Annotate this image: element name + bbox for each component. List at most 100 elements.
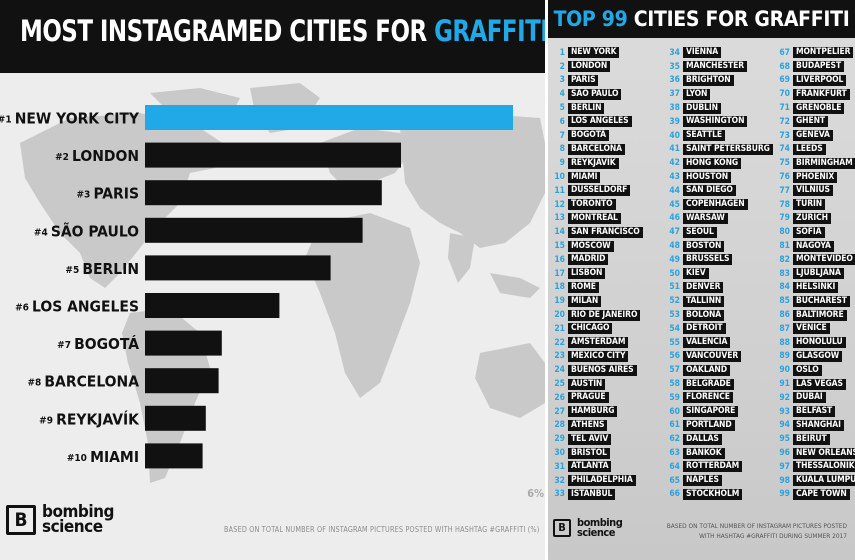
city-rank: 89 bbox=[779, 351, 790, 362]
city-name: VILNIUS bbox=[793, 185, 833, 197]
city-rank: 75 bbox=[779, 158, 790, 169]
city-row: 99 CAPE TOWN bbox=[776, 488, 855, 502]
city-rank: 62 bbox=[669, 434, 680, 445]
rank-label: #4 bbox=[34, 227, 51, 238]
city-rank: 70 bbox=[779, 89, 790, 100]
city-row: 21 CHICAGO bbox=[550, 322, 643, 336]
city-rank: 12 bbox=[554, 199, 565, 210]
bar-label-3: #3 PARIS bbox=[77, 185, 140, 203]
city-name: LYON bbox=[683, 88, 711, 100]
top99-footnote: BASED ON TOTAL NUMBER OF INSTAGRAM PICTU… bbox=[666, 522, 847, 541]
city-rank: 97 bbox=[779, 461, 790, 472]
city-row: 47 SEOUL bbox=[666, 225, 773, 239]
city-rank: 54 bbox=[669, 323, 680, 334]
city-row: 1 NEW YORK bbox=[550, 46, 643, 60]
city-rank: 59 bbox=[669, 392, 680, 403]
city-row: 4 SÃO PAULO bbox=[550, 87, 643, 101]
city-row: 23 MEXICO CITY bbox=[550, 350, 643, 364]
city-name: PHOENIX bbox=[793, 171, 838, 183]
category-label: PARIS bbox=[93, 185, 139, 203]
city-name: NAPLES bbox=[683, 475, 722, 487]
bar-label-10: #10 MIAMI bbox=[67, 448, 139, 466]
bar-chart: #1 NEW YORK CITY #2 LONDON #3 PARIS #4 SÃO … bbox=[0, 105, 544, 500]
bar-label-2: #2 LONDON bbox=[55, 147, 139, 165]
city-rank: 35 bbox=[669, 61, 680, 72]
city-rank: 43 bbox=[669, 172, 680, 183]
city-row: 96 NEW ORLEANS bbox=[776, 446, 855, 460]
city-row: 62 DALLAS bbox=[666, 432, 773, 446]
city-row: 65 NAPLES bbox=[666, 474, 773, 488]
city-name: REYKJAVÍK bbox=[568, 157, 619, 169]
city-row: 54 DETROIT bbox=[666, 322, 773, 336]
city-rank: 52 bbox=[669, 296, 680, 307]
city-name: HONOLULU bbox=[793, 337, 846, 349]
source-note: BASED ON TOTAL NUMBER OF INSTAGRAM PICTU… bbox=[223, 525, 539, 534]
city-name: THESSALONIKI bbox=[793, 461, 855, 473]
bar-label-9: #9 REYKJAVÍK bbox=[39, 409, 140, 428]
city-name: TALLINN bbox=[683, 295, 725, 307]
city-row: 53 BOLONA bbox=[666, 308, 773, 322]
city-row: 67 MONTPELIER bbox=[776, 46, 855, 60]
city-name: ISTANBUL bbox=[568, 488, 616, 500]
city-row: 45 COPENHAGEN bbox=[666, 198, 773, 212]
rank-label: #9 bbox=[39, 415, 56, 426]
city-rank: 32 bbox=[554, 475, 565, 486]
city-rank: 25 bbox=[554, 379, 565, 390]
rank-label: #1 bbox=[0, 115, 15, 126]
city-rank: 14 bbox=[554, 227, 565, 238]
city-rank: 82 bbox=[779, 254, 790, 265]
city-row: 14 SAN FRANCISCO bbox=[550, 225, 643, 239]
city-row: 75 BIRMINGHAM bbox=[776, 156, 855, 170]
city-row: 10 MIAMI bbox=[550, 170, 643, 184]
city-rank: 88 bbox=[779, 337, 790, 348]
city-name: ZURICH bbox=[793, 212, 831, 224]
city-rank: 56 bbox=[669, 351, 680, 362]
city-name: GRENOBLE bbox=[793, 102, 845, 114]
bar-2 bbox=[145, 142, 401, 168]
city-name: LEEDS bbox=[793, 143, 826, 155]
city-name: MADRID bbox=[568, 254, 609, 266]
bar-10 bbox=[145, 443, 203, 469]
city-name: SÃO PAULO bbox=[568, 88, 622, 100]
city-rank: 29 bbox=[554, 434, 565, 445]
city-row: 60 SINGAPORE bbox=[666, 405, 773, 419]
city-name: LONDON bbox=[568, 61, 611, 73]
top-99-panel: TOP 99 CITIES FOR GRAFFITI 1 NEW YORK 2 LON… bbox=[548, 0, 855, 560]
category-label: LOS ANGELES bbox=[32, 298, 139, 316]
bar-7 bbox=[145, 330, 222, 356]
city-rank: 22 bbox=[554, 337, 565, 348]
city-rank: 80 bbox=[779, 227, 790, 238]
city-name: PHILADELPHIA bbox=[568, 475, 636, 487]
city-name: COPENHAGEN bbox=[683, 199, 748, 211]
city-name: MONTREAL bbox=[568, 212, 621, 224]
city-row: 25 AUSTIN bbox=[550, 377, 643, 391]
city-row: 88 HONOLULU bbox=[776, 336, 855, 350]
city-name: MIAMI bbox=[568, 171, 601, 183]
city-name: DALLAS bbox=[683, 433, 722, 445]
category-label: BOGOTÁ bbox=[74, 334, 139, 353]
bar-8 bbox=[145, 368, 219, 394]
logo-mark-small: B bbox=[553, 518, 571, 537]
rank-label: #3 bbox=[77, 190, 94, 201]
city-row: 2 LONDON bbox=[550, 60, 643, 74]
bar-label-8: #8 BARCELONA bbox=[27, 373, 139, 391]
city-row: 51 DENVER bbox=[666, 281, 773, 295]
city-name: BIRMINGHAM bbox=[793, 157, 855, 169]
city-rank: 44 bbox=[669, 185, 680, 196]
city-name: RIO DE JANEIRO bbox=[568, 309, 641, 321]
city-row: 16 MADRID bbox=[550, 253, 643, 267]
city-name: ROTTERDAM bbox=[683, 461, 743, 473]
city-row: 55 VALENCIA bbox=[666, 336, 773, 350]
category-label: NEW YORK CITY bbox=[15, 110, 140, 128]
city-row: 15 MOSCOW bbox=[550, 239, 643, 253]
city-rank: 42 bbox=[669, 158, 680, 169]
city-row: 5 BERLIN bbox=[550, 101, 643, 115]
city-rank: 51 bbox=[669, 282, 680, 293]
city-row: 8 BARCELONA bbox=[550, 143, 643, 157]
city-name: GENEVA bbox=[793, 130, 833, 142]
city-name: ROME bbox=[568, 281, 599, 293]
city-name: TURIN bbox=[793, 199, 826, 211]
city-rank: 10 bbox=[554, 172, 565, 183]
city-name: OSLO bbox=[793, 364, 822, 376]
